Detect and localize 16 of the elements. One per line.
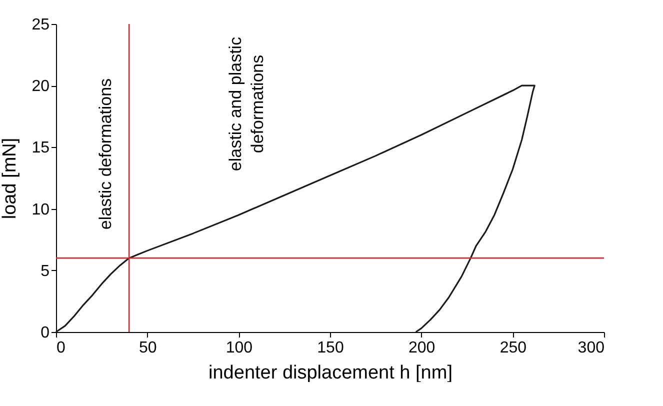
y-tick-label: 20 [32,78,50,96]
x-tick-label: 100 [226,340,253,356]
y-tick-label: 5 [40,262,50,280]
y-tick-label: 10 [32,201,50,218]
x-tick-label: 0 [56,340,66,356]
annotation: elastic and plastic deformations [226,36,267,172]
y-tick-label: 25 [32,16,50,34]
y-tick-label: 0 [40,324,50,342]
annotation: elastic deformations [96,78,115,230]
y-axis-title: load [mN] [0,138,21,220]
y-tick-label: 15 [32,140,50,157]
x-tick-label: 200 [408,340,436,356]
x-tick-label: 250 [500,340,527,356]
x-tick-label: 300 [578,340,605,356]
x-tick-label: 150 [317,340,344,356]
x-tick-label: 50 [138,340,157,356]
